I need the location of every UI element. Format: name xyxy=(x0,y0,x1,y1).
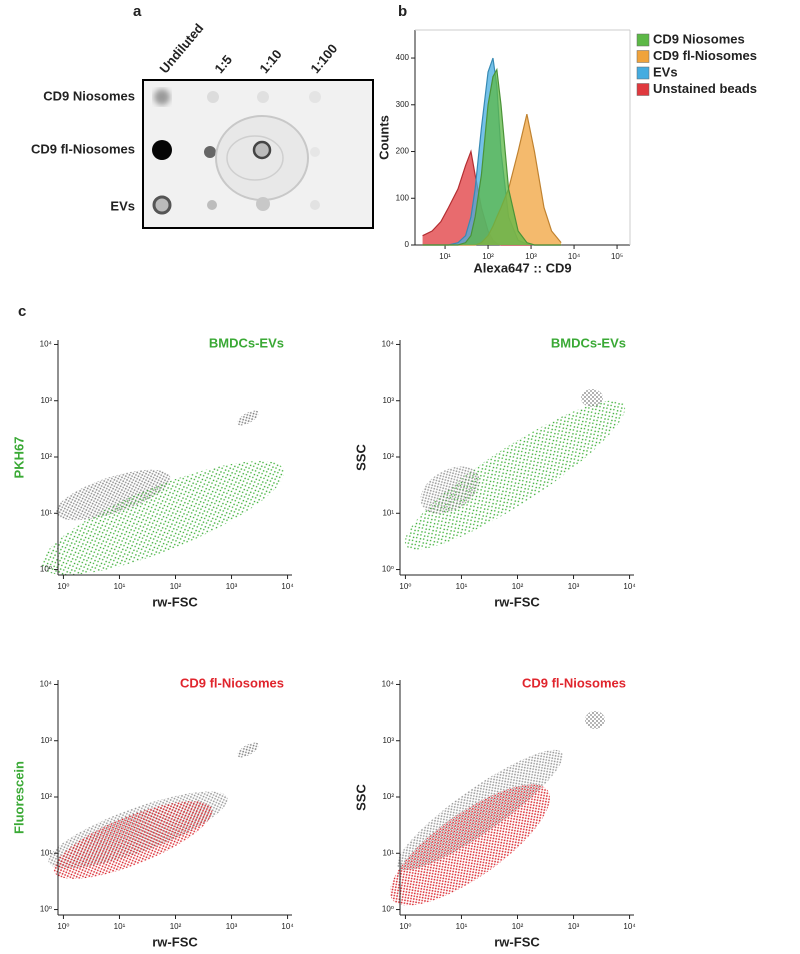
area-fill xyxy=(422,114,562,245)
x-tick-label: 10¹ xyxy=(456,582,468,591)
y-axis-label: Counts xyxy=(376,115,391,160)
panel-label: a xyxy=(133,3,142,20)
cloud xyxy=(41,410,285,576)
x-tick-label: 10³ xyxy=(568,922,580,931)
legend-label: CD9 fl-Niosomes xyxy=(653,48,757,63)
y-tick-label: 10² xyxy=(382,792,394,801)
y-axis-label: Fluorescein xyxy=(11,761,26,834)
y-tick-label: 200 xyxy=(396,147,410,156)
y-tick-label: 10² xyxy=(40,452,52,461)
legend-label: CD9 Niosomes xyxy=(653,31,745,46)
y-tick-label: 10⁰ xyxy=(40,905,52,914)
legend-swatch xyxy=(636,83,650,96)
x-tick-label: 10¹ xyxy=(114,922,126,931)
x-tick-label: 10² xyxy=(512,922,524,931)
x-axis-label: Alexa647 :: CD9 xyxy=(473,260,571,275)
y-tick-label: 0 xyxy=(405,240,410,249)
y-tick-label: 400 xyxy=(396,53,410,62)
x-tick-label: 10⁴ xyxy=(281,582,294,591)
x-tick-label: 10³ xyxy=(525,252,537,261)
y-tick-label: 100 xyxy=(396,193,410,202)
cloud xyxy=(390,711,605,906)
x-axis-label: rw-FSC xyxy=(494,594,540,609)
y-tick-label: 10⁴ xyxy=(40,340,53,349)
x-axis-label: rw-FSC xyxy=(152,934,198,949)
y-tick-label: 10⁴ xyxy=(382,680,395,689)
panel-label: b xyxy=(398,3,407,20)
panel-label: c xyxy=(18,303,26,320)
x-tick-label: 10¹ xyxy=(114,582,126,591)
x-tick-label: 10² xyxy=(170,582,182,591)
y-tick-label: 10² xyxy=(382,452,394,461)
y-tick-label: 10³ xyxy=(40,736,52,745)
legend-swatch xyxy=(636,66,650,80)
y-tick-label: 10⁰ xyxy=(382,905,394,914)
y-axis-label: SSC xyxy=(353,784,368,811)
legend-swatch xyxy=(636,33,650,47)
x-tick-label: 10² xyxy=(512,582,524,591)
legend-label: EVs xyxy=(653,64,678,79)
y-tick-label: 10⁰ xyxy=(382,565,394,574)
area-line xyxy=(422,67,562,246)
x-tick-label: 10⁰ xyxy=(399,922,411,931)
row-label: CD9 fl-Niosomes xyxy=(31,141,135,156)
x-tick-label: 10⁰ xyxy=(57,922,69,931)
column-label: Undiluted xyxy=(156,21,206,77)
x-tick-label: 10³ xyxy=(226,922,238,931)
y-tick-label: 10³ xyxy=(382,396,394,405)
cloud xyxy=(48,742,259,879)
cloud xyxy=(404,389,626,550)
column-label: 1:100 xyxy=(307,41,340,76)
chart-title: BMDCs-EVs xyxy=(209,335,284,350)
area-fill xyxy=(422,151,562,245)
y-tick-label: 10² xyxy=(40,792,52,801)
y-axis-label: SSC xyxy=(353,444,368,471)
x-tick-label: 10⁵ xyxy=(611,252,623,261)
column-label: 1:10 xyxy=(256,47,284,77)
legend-label: Unstained beads xyxy=(653,81,757,96)
x-tick-label: 10³ xyxy=(226,582,238,591)
chart-title: BMDCs-EVs xyxy=(551,335,626,350)
chart-title: CD9 fl-Niosomes xyxy=(522,675,626,690)
chart-title: CD9 fl-Niosomes xyxy=(180,675,284,690)
x-tick-label: 10⁴ xyxy=(568,252,581,261)
x-tick-label: 10⁴ xyxy=(281,922,294,931)
x-tick-label: 10⁴ xyxy=(623,922,636,931)
x-tick-label: 10¹ xyxy=(456,922,468,931)
area-fill xyxy=(422,69,562,245)
y-tick-label: 10³ xyxy=(382,736,394,745)
legend-swatch xyxy=(636,50,650,63)
y-tick-label: 10¹ xyxy=(382,508,394,517)
column-label: 1:5 xyxy=(211,52,235,76)
x-tick-label: 10³ xyxy=(568,582,580,591)
y-tick-label: 10¹ xyxy=(382,848,394,857)
x-tick-label: 10² xyxy=(482,252,494,261)
x-tick-label: 10¹ xyxy=(439,252,451,261)
y-tick-label: 10⁴ xyxy=(382,340,395,349)
y-tick-label: 300 xyxy=(396,100,410,109)
y-tick-label: 10⁰ xyxy=(40,565,52,574)
x-tick-label: 10⁰ xyxy=(57,582,69,591)
x-axis-label: rw-FSC xyxy=(152,594,198,609)
x-tick-label: 10² xyxy=(170,922,182,931)
y-axis-label: PKH67 xyxy=(11,437,26,479)
y-tick-label: 10¹ xyxy=(40,848,52,857)
x-tick-label: 10⁴ xyxy=(623,582,636,591)
dot-blot xyxy=(142,79,374,229)
y-tick-label: 10³ xyxy=(40,396,52,405)
x-tick-label: 10⁰ xyxy=(399,582,411,591)
y-tick-label: 10⁴ xyxy=(40,680,53,689)
x-axis-label: rw-FSC xyxy=(494,934,540,949)
row-label: CD9 Niosomes xyxy=(43,88,135,103)
y-tick-label: 10¹ xyxy=(40,508,52,517)
row-label: EVs xyxy=(110,198,135,213)
